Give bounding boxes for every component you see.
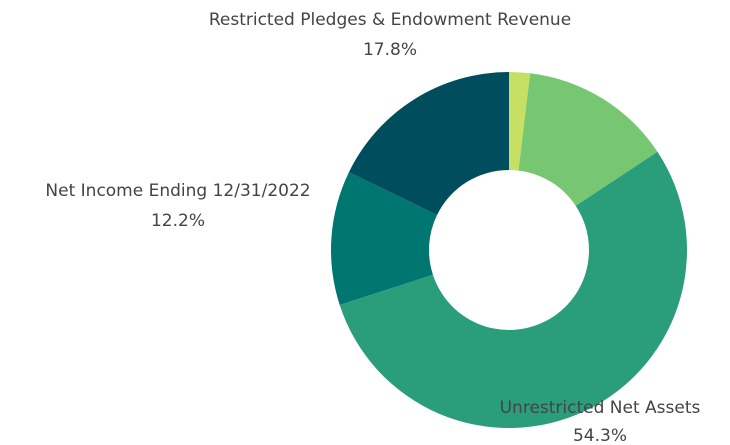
slice-value-label: 17.8%	[363, 40, 417, 60]
donut-slice	[509, 72, 531, 171]
slice-label: Restricted Pledges & Endowment Revenue	[209, 10, 571, 30]
slice-label: Unrestricted Net Assets	[500, 398, 701, 418]
slice-value-label: 54.3%	[573, 426, 627, 445]
donut-slice	[518, 73, 658, 206]
donut-slice	[339, 151, 687, 428]
slice-label: Net Income Ending 12/31/2022	[45, 181, 310, 201]
donut-slice	[331, 172, 438, 306]
donut-slice	[348, 72, 509, 216]
slice-value-label: 12.2%	[151, 211, 205, 231]
